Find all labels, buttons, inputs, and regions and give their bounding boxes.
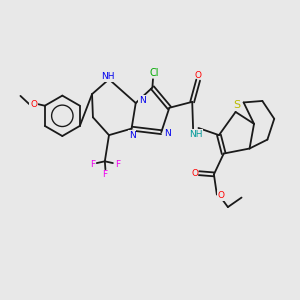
Text: N: N: [164, 129, 171, 138]
Text: N: N: [139, 96, 146, 105]
Text: O: O: [30, 100, 37, 109]
Text: NH: NH: [101, 72, 114, 81]
Text: O: O: [195, 71, 202, 80]
Text: F: F: [115, 160, 120, 169]
Text: Cl: Cl: [149, 68, 159, 78]
Text: NH: NH: [189, 130, 202, 139]
Text: F: F: [102, 170, 107, 179]
Text: F: F: [90, 160, 95, 169]
Text: N: N: [129, 130, 136, 140]
Text: O: O: [218, 191, 225, 200]
Text: O: O: [191, 169, 198, 178]
Text: S: S: [233, 100, 241, 110]
